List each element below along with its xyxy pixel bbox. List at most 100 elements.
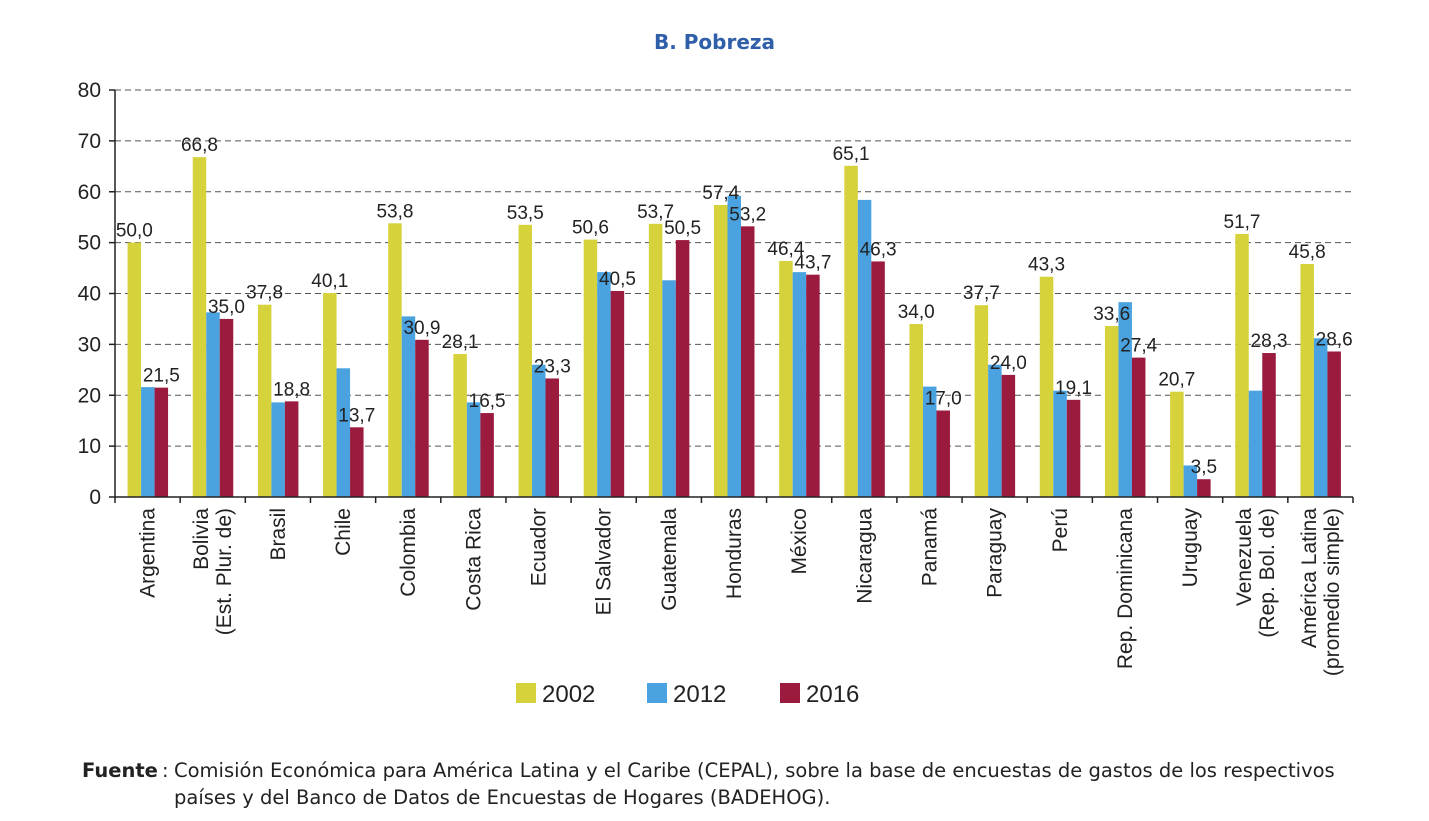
bar-2016 — [545, 378, 560, 497]
bar-2002 — [1235, 233, 1249, 497]
bar-2002 — [323, 292, 337, 497]
bar-2012 — [141, 387, 155, 497]
bar-2012 — [597, 272, 611, 497]
bars — [127, 157, 1341, 498]
x-tick-label: Nicaragua — [853, 508, 876, 604]
bar-2002 — [583, 239, 598, 497]
data-label: 30,9 — [403, 318, 440, 339]
x-tick-label: Bolivia — [190, 508, 213, 570]
bar-2002 — [1170, 391, 1184, 497]
legend-swatch-2002 — [516, 683, 536, 703]
data-label: 28,6 — [1316, 329, 1353, 350]
bar-2016 — [741, 226, 755, 497]
bar-2012 — [792, 272, 807, 497]
x-tick-label: Panamá — [918, 508, 941, 587]
x-tick-label: Uruguay — [1179, 508, 1202, 588]
bar-2016 — [871, 261, 885, 497]
legend-swatch-2016 — [780, 683, 800, 703]
bar-2012 — [532, 364, 546, 497]
x-tick-label: Paraguay — [984, 508, 1007, 598]
y-tick-label: 80 — [78, 79, 101, 102]
x-tick-label: Argentina — [137, 508, 160, 598]
data-label: 40,1 — [311, 271, 348, 292]
bar-2012 — [727, 195, 741, 497]
bar-2002 — [257, 304, 272, 497]
data-label: 3,5 — [1191, 457, 1217, 478]
data-label: 28,3 — [1251, 331, 1288, 352]
data-label: 46,3 — [860, 239, 897, 260]
bar-2016 — [1131, 357, 1146, 497]
y-tick-label: 30 — [78, 333, 101, 356]
data-label: 16,5 — [469, 391, 506, 412]
data-label: 19,1 — [1055, 378, 1092, 399]
data-label: 33,6 — [1093, 304, 1130, 325]
data-label: 45,8 — [1289, 242, 1326, 263]
data-label: 21,5 — [143, 366, 180, 387]
data-label: 53,8 — [376, 201, 413, 222]
bar-2012 — [271, 402, 285, 497]
y-tick-label: 70 — [78, 130, 101, 153]
bar-2016 — [675, 240, 690, 498]
bar-2002 — [1300, 263, 1314, 497]
x-tick-label: Brasil — [267, 508, 290, 561]
y-tick-label: 0 — [89, 486, 101, 509]
bar-2002 — [909, 324, 923, 497]
bar-2016 — [1066, 399, 1081, 497]
bar-2016 — [806, 274, 820, 497]
data-label: 18,8 — [273, 379, 310, 400]
bar-2016 — [1327, 351, 1341, 497]
legend-label-2002: 2002 — [542, 681, 595, 708]
legend-label-2016: 2016 — [806, 681, 859, 708]
x-tick-label: América Latina — [1298, 508, 1321, 648]
data-label: 24,0 — [990, 353, 1027, 374]
data-label: 23,3 — [534, 356, 571, 377]
source-colon: : — [162, 759, 169, 782]
bar-2016 — [1001, 374, 1016, 497]
data-label: 53,7 — [637, 202, 674, 223]
bar-2016 — [1262, 353, 1276, 497]
bar-2012 — [1183, 465, 1198, 497]
bar-2002 — [518, 224, 533, 497]
x-tick-label: Venezuela — [1233, 508, 1256, 606]
data-label: 43,7 — [794, 253, 831, 274]
bar-2016 — [480, 413, 494, 497]
x-tick-label: (promedio simple) — [1321, 508, 1344, 676]
x-tick-label: (Rep. Bol. de) — [1256, 508, 1279, 638]
data-label: 50,6 — [572, 218, 609, 239]
x-tick-label: Chile — [332, 508, 355, 556]
legend: 2002 2012 2016 — [516, 681, 859, 708]
data-label: 51,7 — [1224, 212, 1261, 233]
x-tick-label: (Est. Plur. de) — [213, 508, 236, 635]
bar-2012 — [1248, 390, 1263, 497]
bar-2012 — [857, 199, 872, 497]
gridlines — [115, 89, 1353, 447]
data-label: 43,3 — [1028, 255, 1065, 276]
source-text: Comisión Económica para América Latina y… — [174, 759, 1335, 809]
bar-2016 — [350, 427, 364, 497]
bar-2012 — [988, 364, 1002, 497]
x-tick-label: El Salvador — [593, 508, 616, 615]
bar-2016 — [154, 387, 169, 497]
bar-2012 — [336, 368, 351, 497]
bar-2012 — [466, 402, 481, 497]
y-axis: 0 10 20 30 40 50 60 70 80 — [78, 79, 116, 509]
data-label: 65,1 — [833, 144, 870, 165]
data-label: 34,0 — [898, 302, 935, 323]
y-tick-label: 60 — [78, 181, 101, 204]
y-tick-label: 20 — [78, 384, 101, 407]
legend-label-2012: 2012 — [673, 681, 726, 708]
bar-2012 — [206, 312, 220, 497]
data-label: 13,7 — [338, 405, 375, 426]
bar-2002 — [648, 223, 663, 497]
bar-2002 — [844, 165, 858, 497]
data-label: 53,5 — [507, 203, 544, 224]
data-label: 57,4 — [702, 183, 739, 204]
bar-2002 — [974, 305, 989, 497]
y-tick-label: 10 — [78, 435, 101, 458]
bar-2002 — [388, 223, 402, 498]
x-tick-label: Perú — [1049, 508, 1072, 552]
bar-2002 — [453, 354, 467, 497]
bar-2002 — [714, 204, 728, 498]
data-label: 37,8 — [246, 283, 283, 304]
data-label: 27,4 — [1120, 336, 1157, 357]
